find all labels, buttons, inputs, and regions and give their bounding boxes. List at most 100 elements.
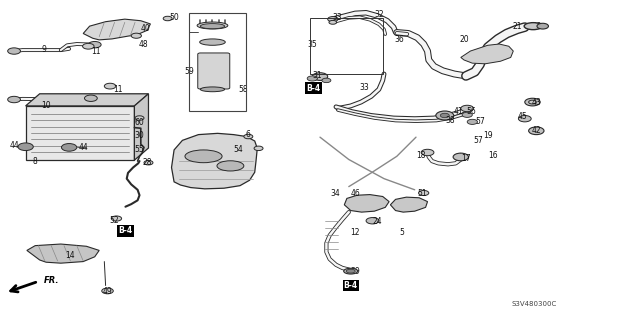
Polygon shape (390, 197, 428, 212)
Polygon shape (26, 106, 134, 160)
Text: 46: 46 (351, 189, 361, 198)
Circle shape (254, 146, 263, 151)
Text: 31: 31 (312, 71, 322, 80)
Circle shape (467, 119, 477, 124)
Text: 28: 28 (143, 158, 152, 167)
Circle shape (84, 95, 97, 101)
Text: 39: 39 (350, 267, 360, 276)
Polygon shape (26, 94, 148, 106)
Text: 12: 12 (351, 228, 360, 237)
Ellipse shape (217, 161, 244, 171)
Polygon shape (27, 244, 99, 263)
Ellipse shape (524, 23, 542, 30)
Text: 48: 48 (138, 40, 148, 49)
Circle shape (329, 20, 337, 24)
Circle shape (102, 288, 113, 294)
Circle shape (461, 105, 474, 112)
Circle shape (18, 143, 33, 151)
Text: 32: 32 (374, 10, 385, 19)
Circle shape (8, 96, 20, 103)
Text: 19: 19 (483, 131, 493, 140)
Bar (310, 18, 383, 74)
Circle shape (135, 116, 144, 120)
Circle shape (328, 17, 338, 22)
Circle shape (312, 73, 328, 80)
Text: 54: 54 (233, 145, 243, 154)
Text: 57: 57 (474, 136, 484, 145)
Text: 44: 44 (78, 143, 88, 152)
Text: 41: 41 (453, 107, 463, 116)
Text: 33: 33 (359, 83, 369, 92)
Circle shape (83, 43, 94, 49)
Circle shape (525, 98, 540, 106)
Text: 49: 49 (102, 287, 113, 296)
Text: 5: 5 (399, 228, 404, 237)
Polygon shape (344, 195, 389, 212)
Circle shape (366, 218, 379, 224)
Circle shape (8, 48, 20, 54)
Text: 11: 11 (92, 47, 100, 56)
Circle shape (163, 16, 172, 21)
Circle shape (462, 112, 472, 117)
Text: S3V480300C: S3V480300C (512, 301, 557, 307)
Text: 56: 56 (467, 107, 477, 116)
Ellipse shape (344, 268, 358, 274)
Text: 51: 51 (417, 189, 428, 198)
Text: 59: 59 (184, 67, 194, 76)
Ellipse shape (537, 23, 548, 29)
Circle shape (518, 115, 531, 122)
FancyBboxPatch shape (198, 53, 230, 89)
Polygon shape (461, 44, 513, 64)
Circle shape (307, 76, 317, 81)
Text: 38: 38 (445, 116, 456, 125)
Text: 16: 16 (488, 151, 498, 160)
Circle shape (436, 111, 454, 120)
Text: 11: 11 (114, 85, 123, 94)
Text: 17: 17 (461, 154, 471, 163)
Ellipse shape (197, 22, 228, 29)
Text: 24: 24 (372, 217, 383, 226)
Text: 42: 42 (531, 126, 541, 135)
Text: 8: 8 (33, 157, 38, 166)
Bar (189, 13, 246, 111)
Polygon shape (134, 94, 148, 160)
Text: 30: 30 (134, 131, 145, 140)
Text: 33: 33 (332, 13, 342, 22)
Text: B-4: B-4 (344, 281, 358, 290)
Circle shape (244, 134, 253, 139)
Ellipse shape (200, 24, 225, 29)
Text: 20: 20 (460, 35, 470, 44)
Circle shape (440, 113, 449, 118)
Circle shape (419, 190, 429, 196)
Text: 55: 55 (134, 145, 145, 154)
Text: 36: 36 (394, 35, 404, 44)
Polygon shape (172, 133, 257, 189)
Circle shape (111, 216, 122, 221)
Ellipse shape (200, 39, 225, 45)
Text: 14: 14 (65, 251, 76, 260)
Circle shape (322, 78, 331, 83)
Text: 22: 22 (533, 22, 542, 31)
Circle shape (144, 160, 153, 165)
Text: 58: 58 (238, 85, 248, 94)
Text: 6: 6 (246, 130, 251, 139)
Text: 40: 40 (141, 24, 151, 33)
Text: 35: 35 (307, 40, 317, 48)
Ellipse shape (346, 269, 355, 273)
Circle shape (529, 127, 544, 135)
Text: 43: 43 (531, 98, 541, 107)
Circle shape (88, 41, 101, 48)
Polygon shape (83, 19, 150, 40)
Text: FR.: FR. (44, 276, 59, 285)
Circle shape (131, 33, 141, 38)
Circle shape (61, 144, 77, 151)
Text: 44: 44 (9, 141, 19, 150)
Circle shape (104, 83, 116, 89)
Text: B-4: B-4 (118, 226, 132, 235)
Text: 45: 45 (517, 112, 527, 121)
Ellipse shape (200, 87, 225, 92)
Text: B-4: B-4 (307, 84, 321, 93)
Text: 57: 57 (475, 117, 485, 126)
Text: 52: 52 (109, 216, 119, 225)
Text: 50: 50 (169, 13, 179, 22)
